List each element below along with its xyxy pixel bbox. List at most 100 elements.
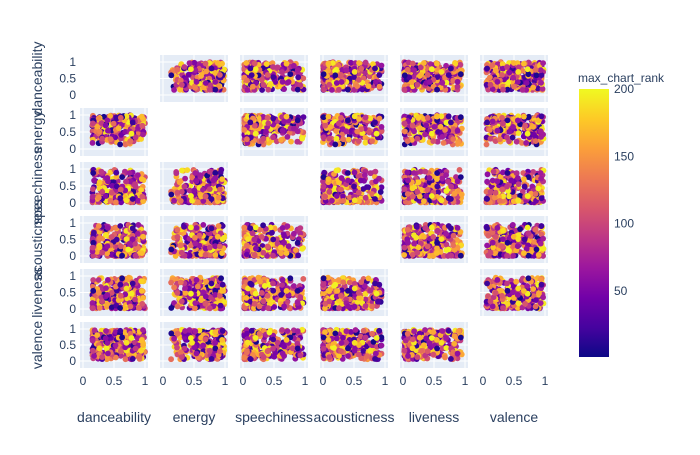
panel-acousticness-vs-liveness xyxy=(400,216,468,263)
data-point xyxy=(203,194,209,200)
data-point xyxy=(448,184,454,190)
data-point xyxy=(410,123,416,129)
data-point xyxy=(507,70,513,76)
data-point xyxy=(322,194,328,200)
data-point xyxy=(439,80,445,86)
data-point xyxy=(90,121,96,127)
data-point xyxy=(411,67,417,73)
data-point xyxy=(484,66,490,72)
data-point xyxy=(329,87,335,93)
data-point xyxy=(351,184,357,190)
data-point xyxy=(139,123,145,129)
data-point xyxy=(90,140,96,146)
panel-speechiness-vs-danceability xyxy=(80,162,148,210)
data-point xyxy=(133,253,139,259)
data-point xyxy=(405,178,411,184)
data-point xyxy=(448,66,454,72)
data-point xyxy=(108,136,114,142)
data-point xyxy=(295,253,301,259)
data-point xyxy=(194,225,200,231)
data-point xyxy=(497,198,503,204)
data-point xyxy=(525,193,531,199)
data-point xyxy=(339,175,345,181)
data-point xyxy=(425,115,431,121)
data-point xyxy=(216,223,222,229)
data-point xyxy=(253,225,259,231)
data-point xyxy=(241,225,247,231)
data-point xyxy=(522,184,528,190)
data-point xyxy=(484,196,490,202)
data-point xyxy=(252,61,258,67)
data-point xyxy=(209,225,215,231)
data-point xyxy=(334,136,340,142)
data-point xyxy=(429,131,435,137)
data-point xyxy=(261,250,267,256)
data-point xyxy=(535,186,541,192)
data-point xyxy=(516,181,522,187)
data-point xyxy=(97,129,103,135)
data-point xyxy=(288,139,294,145)
data-point xyxy=(515,69,521,75)
data-point xyxy=(103,123,109,129)
data-point xyxy=(105,225,111,231)
data-point xyxy=(133,184,139,190)
data-point xyxy=(295,67,301,73)
panel-energy-vs-valence xyxy=(480,108,548,156)
data-point xyxy=(455,178,461,184)
data-point xyxy=(425,187,431,193)
data-point xyxy=(487,75,493,81)
data-point xyxy=(402,72,408,78)
data-point xyxy=(455,128,461,134)
panel-acousticness-vs-energy xyxy=(160,216,228,263)
data-point xyxy=(212,175,218,181)
data-point xyxy=(533,138,539,144)
data-point xyxy=(352,113,358,119)
data-point xyxy=(345,87,351,93)
data-point xyxy=(284,61,290,67)
data-point xyxy=(540,60,546,66)
data-point xyxy=(539,72,545,78)
data-point xyxy=(129,131,135,137)
data-point xyxy=(119,253,125,259)
data-point xyxy=(497,136,503,142)
data-point xyxy=(108,198,114,204)
data-point xyxy=(458,114,464,120)
data-point xyxy=(295,240,301,246)
data-point xyxy=(216,195,222,201)
data-point xyxy=(326,82,332,88)
data-point xyxy=(422,169,428,175)
data-point xyxy=(198,73,204,79)
data-point xyxy=(539,195,545,201)
data-point xyxy=(135,231,141,237)
data-point xyxy=(175,234,181,240)
data-point xyxy=(270,237,276,243)
data-point xyxy=(113,199,119,205)
panel-acousticness-vs-danceability xyxy=(80,216,148,263)
data-point xyxy=(281,233,287,239)
data-point xyxy=(287,71,293,77)
data-point xyxy=(119,174,125,180)
data-point xyxy=(455,79,461,85)
data-point xyxy=(295,128,301,134)
data-point xyxy=(269,230,275,236)
data-point xyxy=(434,176,440,182)
data-point xyxy=(207,245,213,251)
data-point xyxy=(97,235,103,241)
data-point xyxy=(530,124,536,130)
data-point xyxy=(356,190,362,196)
data-point xyxy=(244,136,250,142)
data-point xyxy=(188,193,194,199)
panel-energy-vs-speechiness xyxy=(240,108,308,156)
panel-danceability-vs-acousticness xyxy=(320,55,388,102)
data-point xyxy=(265,121,271,127)
data-point xyxy=(295,87,301,93)
data-point xyxy=(405,191,411,197)
data-point xyxy=(338,115,344,121)
data-point xyxy=(521,114,527,120)
data-point xyxy=(538,80,544,86)
data-point xyxy=(499,72,505,78)
data-point xyxy=(372,196,378,202)
data-point xyxy=(505,170,511,176)
data-point xyxy=(265,244,271,250)
data-point xyxy=(109,234,115,240)
